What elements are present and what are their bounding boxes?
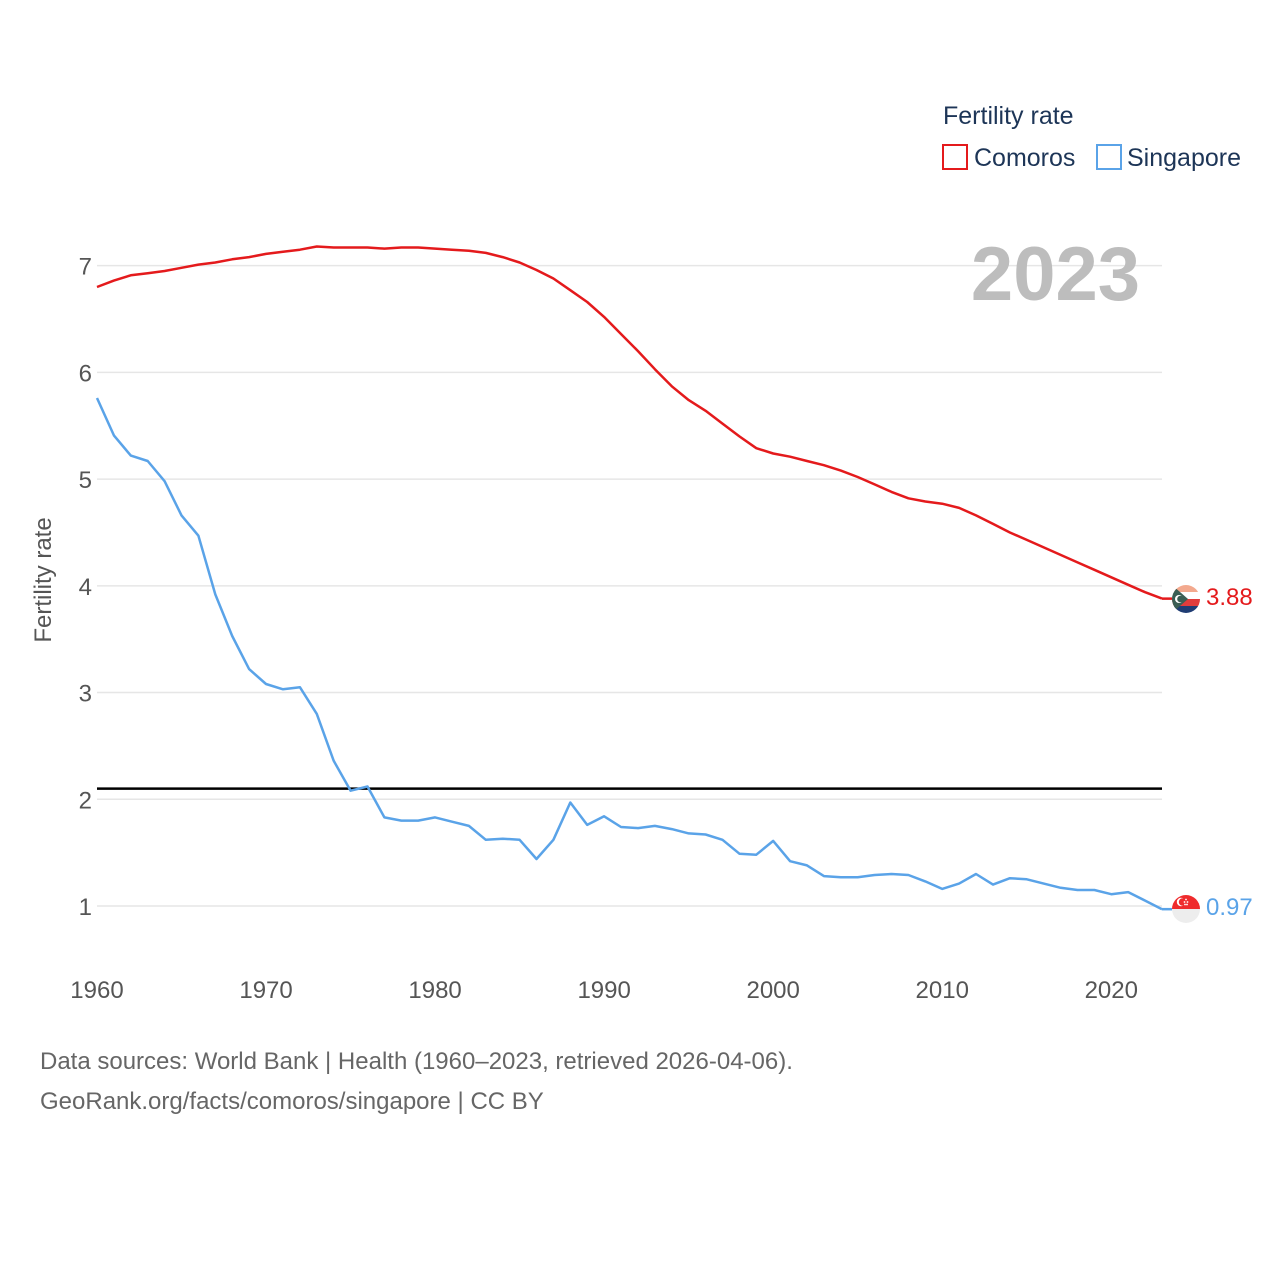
y-tick-label: 5 (79, 467, 92, 494)
legend-swatch-comoros[interactable] (942, 144, 968, 170)
legend-label-comoros[interactable]: Comoros (974, 144, 1075, 172)
legend-label-singapore[interactable]: Singapore (1127, 144, 1241, 172)
credit-text: GeoRank.org/facts/comoros/singapore | CC… (40, 1088, 544, 1115)
x-axis-ticks: 1960 1970 1980 1990 2000 2010 2020 (70, 977, 1138, 1004)
current-year-label: 2023 (971, 232, 1140, 317)
y-tick-label: 2 (79, 787, 92, 814)
x-tick-label: 2000 (746, 977, 799, 1004)
y-axis-ticks: 1 2 3 4 5 6 7 (79, 254, 92, 921)
x-tick-label: 2020 (1085, 977, 1138, 1004)
legend: Fertility rate Comoros Singapore (942, 102, 1241, 172)
comoros-end-value: 3.88 (1206, 584, 1253, 611)
y-tick-label: 7 (79, 254, 92, 281)
series-lines (95, 245, 1163, 911)
series-line-comoros[interactable] (96, 245, 1163, 600)
x-tick-label: 1980 (408, 977, 461, 1004)
y-tick-label: 1 (79, 894, 92, 921)
x-tick-label: 2010 (916, 977, 969, 1004)
series-line-singapore[interactable] (95, 397, 1163, 911)
y-tick-label: 6 (79, 360, 92, 387)
legend-title: Fertility rate (943, 102, 1074, 130)
x-tick-label: 1960 (70, 977, 123, 1004)
data-source-text: Data sources: World Bank | Health (1960–… (40, 1048, 793, 1075)
y-tick-label: 3 (79, 681, 92, 708)
series-end-markers (1162, 597, 1172, 911)
x-tick-label: 1990 (577, 977, 630, 1004)
gridlines (97, 264, 1162, 907)
x-tick-label: 1970 (239, 977, 292, 1004)
y-tick-label: 4 (79, 574, 92, 601)
y-axis-label: Fertility rate (30, 517, 57, 642)
fertility-rate-chart: 1 2 3 4 5 6 7 1960 1970 1980 1990 2000 2010 2020 Fer… (30, 102, 1253, 1004)
singapore-flag-icon (1172, 895, 1200, 923)
singapore-end-value: 0.97 (1206, 894, 1253, 921)
source-footer: Data sources: World Bank | Health (1960–… (40, 1042, 793, 1122)
legend-swatch-singapore[interactable] (1096, 144, 1122, 170)
comoros-flag-icon (1172, 585, 1200, 613)
